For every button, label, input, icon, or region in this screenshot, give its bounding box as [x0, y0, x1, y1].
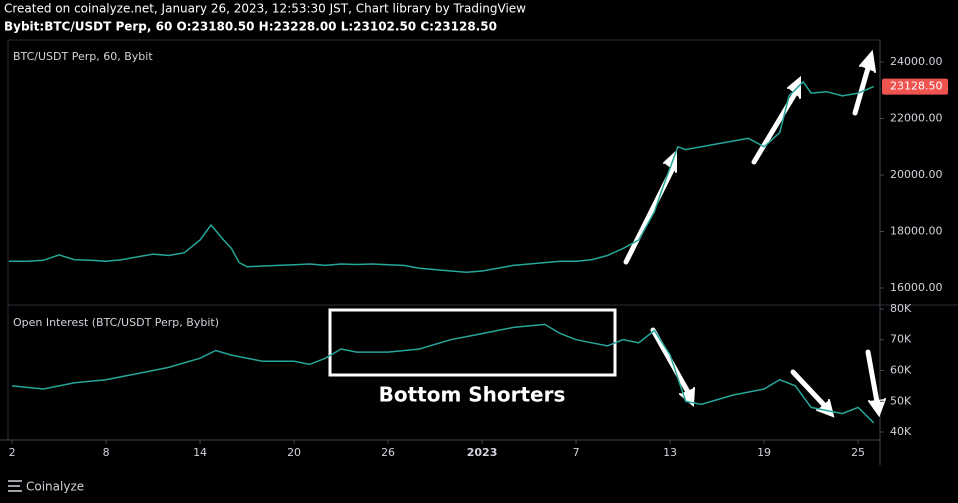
last-price-marker	[882, 78, 948, 95]
arrow-head	[868, 398, 886, 418]
arrow	[650, 327, 691, 395]
logo	[8, 480, 22, 492]
arrow-head	[787, 75, 801, 99]
y-tick-label: 70K	[890, 333, 912, 346]
x-tick-label: 19	[757, 446, 771, 459]
annotation-label: Bottom Shorters	[379, 383, 566, 407]
y-tick-label: 22000.00	[890, 112, 943, 125]
y-tick-label: 50K	[890, 394, 912, 407]
pane-title: BTC/USDT Perp, 60, Bybit	[13, 50, 153, 63]
x-tick-label: 20	[287, 446, 301, 459]
arrow	[865, 349, 880, 405]
pane-title: Open Interest (BTC/USDT Perp, Bybit)	[13, 316, 219, 329]
x-tick-label: 7	[573, 446, 580, 459]
arrow-head	[816, 399, 835, 418]
y-tick-label: 60K	[890, 364, 912, 377]
x-tick-label: 2	[9, 446, 16, 459]
x-tick-label: 8	[103, 446, 110, 459]
x-tick-label: 26	[381, 446, 395, 459]
last-price-label: 23128.50	[890, 80, 943, 93]
x-tick-label: 2023	[467, 446, 498, 459]
y-tick-label: 80K	[890, 302, 912, 315]
data-line	[8, 80, 874, 273]
x-tick-label: 14	[193, 446, 207, 459]
y-tick-label: 24000.00	[890, 55, 943, 68]
arrow-head	[859, 49, 876, 73]
y-tick-label: 40K	[890, 425, 912, 438]
y-tick-label: 20000.00	[890, 168, 943, 181]
symbol-info: Bybit:BTC/USDT Perp, 60 O:23180.50 H:232…	[4, 20, 497, 34]
y-tick-label: 16000.00	[890, 281, 943, 294]
y-tick-label: 18000.00	[890, 224, 943, 237]
x-tick-label: 25	[851, 446, 865, 459]
brand: Coinalyze	[26, 480, 84, 494]
created-note: Created on coinalyze.net, January 26, 20…	[4, 2, 526, 16]
x-tick-label: 13	[663, 446, 677, 459]
arrow	[790, 369, 828, 409]
data-line	[12, 323, 875, 424]
arrow	[751, 89, 799, 165]
arrow	[852, 65, 871, 116]
